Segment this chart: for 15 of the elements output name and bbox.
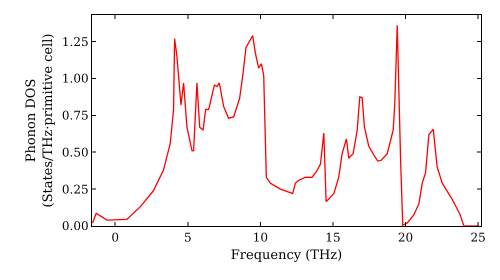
y-tick-label: 0.25: [62, 182, 89, 196]
x-tick-label: 0: [111, 230, 120, 244]
x-tick-label: 20: [398, 230, 414, 244]
x-tick-label: 25: [470, 230, 486, 244]
y-axis-title: Phonon DOS (States/THz·primitive cell): [24, 33, 56, 208]
y-tick-label: 0.00: [62, 219, 89, 234]
x-tick-label: 10: [252, 230, 268, 244]
line-series: [92, 24, 480, 226]
y-tick-label: 1.00: [62, 72, 89, 86]
x-tick-label: 5: [184, 230, 192, 244]
x-axis-title: Frequency (THz): [230, 248, 342, 263]
x-tick-label: 15: [325, 230, 341, 244]
y-tick-label: 0.75: [62, 108, 89, 123]
y-tick-label: 0.50: [62, 145, 89, 160]
y-tick-label: 1.25: [62, 34, 89, 49]
